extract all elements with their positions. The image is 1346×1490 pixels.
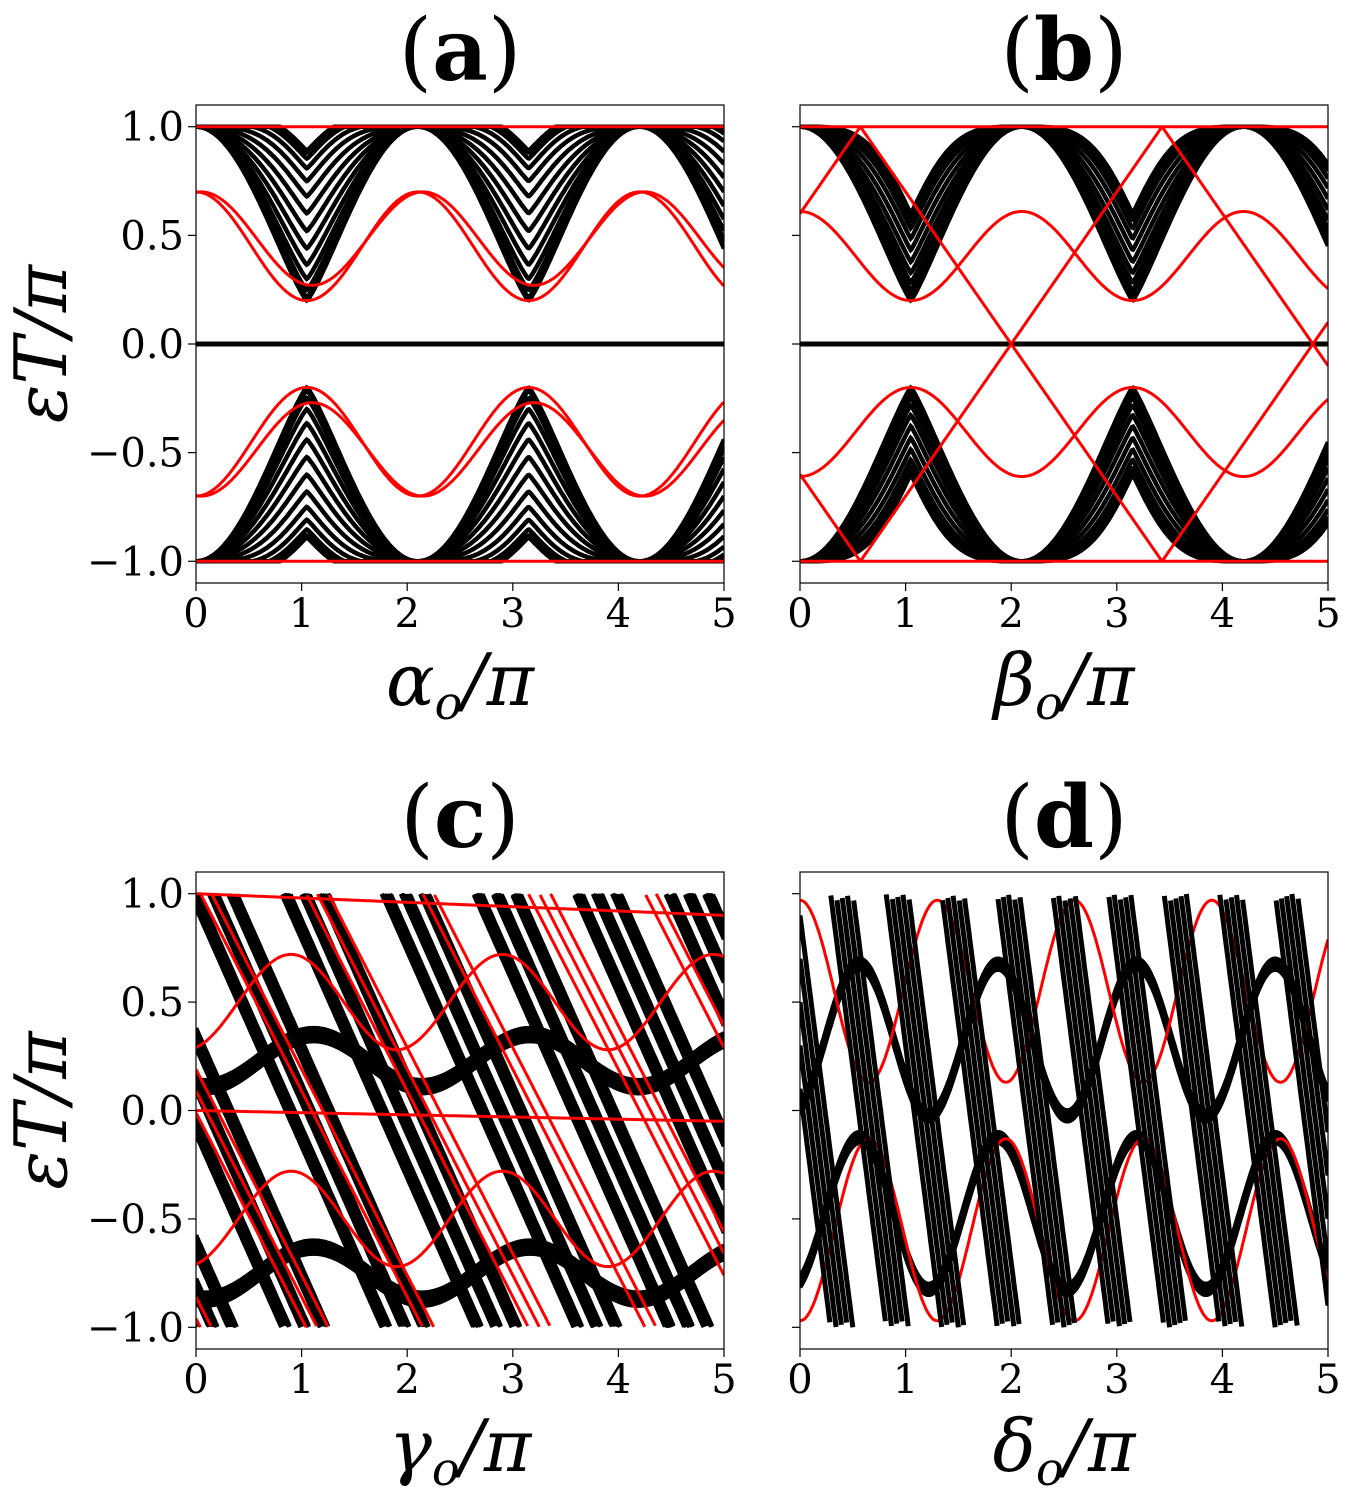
edge-states: [196, 892, 724, 1328]
bulk-band-line: [196, 894, 724, 1328]
edge-state-line: [800, 210, 1328, 302]
panel-c: 0 1 2 3 4 5 1.0 0.5 0.0 −0.5 −1.0 (c) γo/π εT/π: [0, 767, 737, 1490]
panel-b: 0 1 2 3 4 5 (b) βo/π: [787, 0, 1340, 730]
x-tick-label: 0: [787, 591, 812, 637]
y-tick-label: −0.5: [87, 431, 184, 477]
plot-area: [196, 124, 724, 564]
y-tick-label: −1.0: [87, 1305, 184, 1351]
edge-state-line: [196, 893, 724, 1328]
x-tick-label: 3: [500, 591, 525, 637]
y-axis-label: εT/π: [0, 263, 83, 423]
x-tick-label: 0: [787, 1357, 812, 1403]
bulk-band-line: [800, 893, 1328, 1328]
edge-state-line: [196, 1169, 724, 1269]
x-tick-label: 5: [711, 591, 736, 637]
x-tick-label: 3: [1104, 1357, 1129, 1403]
panel-title: (d): [1000, 767, 1127, 868]
x-axis-label: δo/π: [993, 1404, 1137, 1490]
edge-state-line: [196, 1109, 724, 1123]
edge-state-line: [800, 126, 1328, 562]
edge-states: [196, 125, 724, 563]
edge-state-line: [196, 190, 724, 287]
plot-area: [800, 893, 1328, 1328]
x-tick-label: 4: [1210, 1357, 1235, 1403]
x-tick-label: 2: [394, 591, 419, 637]
x-tick-label: 1: [289, 591, 314, 637]
y-tick-label: 0.5: [120, 980, 184, 1026]
bulk-band-line: [196, 893, 724, 1328]
edge-state-line: [196, 892, 724, 917]
bulk-bands: [196, 892, 724, 1329]
bulk-band-line: [800, 894, 1328, 1328]
y-tick-label: −1.0: [87, 539, 184, 585]
y-tick-label: −0.5: [87, 1197, 184, 1243]
x-tick-label: 4: [606, 1357, 631, 1403]
x-tick-label: 1: [289, 1357, 314, 1403]
x-axis-label: γo/π: [389, 1404, 533, 1490]
panel-title: (b): [1000, 0, 1127, 101]
bulk-band-line: [196, 1238, 724, 1295]
edge-state-line: [196, 893, 724, 1328]
x-tick-label: 0: [183, 591, 208, 637]
plot-area: [196, 892, 724, 1329]
edge-states: [800, 893, 1328, 1328]
y-tick-label: 0.0: [120, 1089, 184, 1135]
x-tick-label: 2: [998, 1357, 1023, 1403]
edge-state-line: [196, 952, 724, 1052]
edge-state-line: [800, 386, 1328, 478]
x-tick-label: 3: [1104, 591, 1129, 637]
panel-a: 0 1 2 3 4 5 1.0 0.5 0.0 −0.5 −1.0 (a) αo/π εT/π: [0, 0, 737, 730]
panel-d: 0 1 2 3 4 5 (d) δo/π: [787, 767, 1340, 1490]
bulk-band-line: [196, 893, 724, 1328]
x-tick-label: 2: [998, 591, 1023, 637]
x-tick-label: 1: [893, 1357, 918, 1403]
edge-state-line: [196, 893, 724, 1328]
bulk-band-line: [800, 893, 1328, 1328]
bulk-band-line: [196, 894, 724, 1328]
x-tick-label: 5: [1315, 1357, 1340, 1403]
bulk-band-line: [800, 894, 1328, 1328]
y-axis-label: εT/π: [0, 1030, 83, 1190]
x-tick-label: 0: [183, 1357, 208, 1403]
x-tick-label: 5: [1315, 591, 1340, 637]
edge-state-line: [196, 893, 724, 1328]
plot-area: [800, 124, 1328, 564]
y-tick-label: 0.5: [120, 213, 184, 259]
y-tick-label: 1.0: [120, 105, 184, 151]
bulk-band-line: [800, 894, 1328, 1328]
y-tick-label: 1.0: [120, 872, 184, 918]
x-tick-label: 5: [711, 1357, 736, 1403]
edge-state-line: [196, 893, 724, 1328]
panel-title: (c): [400, 767, 520, 868]
panel-title: (a): [399, 0, 522, 101]
x-tick-label: 2: [394, 1357, 419, 1403]
x-tick-label: 4: [1210, 591, 1235, 637]
x-axis-label: αo/π: [386, 638, 536, 730]
x-tick-label: 3: [500, 1357, 525, 1403]
bulk-band-line: [196, 893, 724, 1327]
y-tick-label: 0.0: [120, 322, 184, 368]
x-tick-label: 4: [606, 591, 631, 637]
edge-state-line: [196, 401, 724, 498]
x-axis-label: βo/π: [991, 638, 1137, 730]
x-tick-label: 1: [893, 591, 918, 637]
edge-states: [800, 125, 1328, 563]
